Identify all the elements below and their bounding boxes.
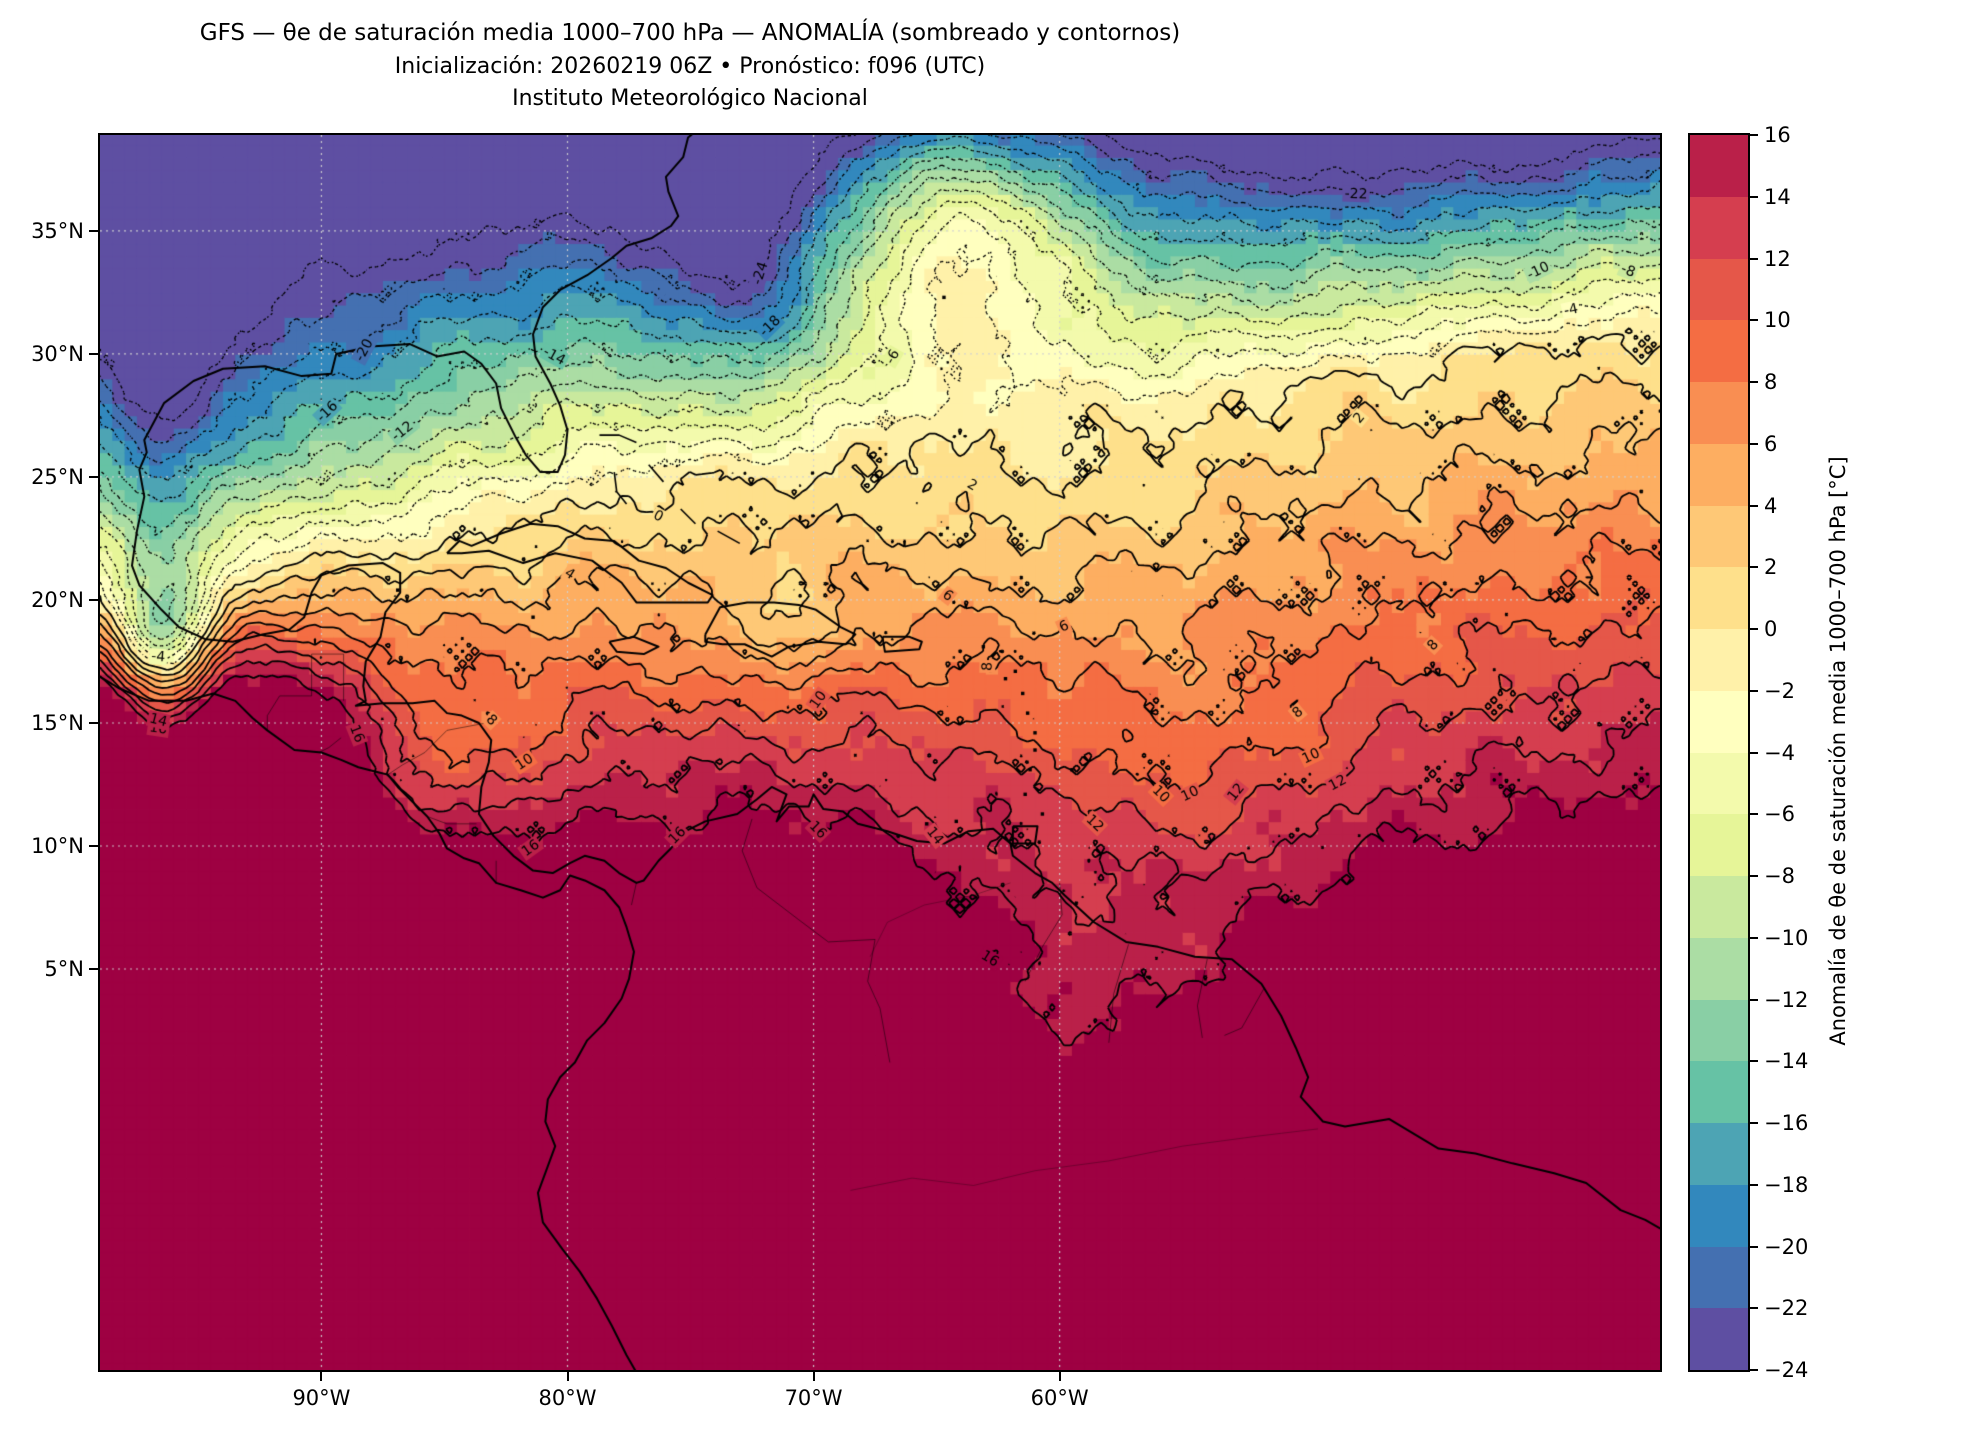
colorbar-tickmark — [1750, 1307, 1758, 1310]
colorbar-tickmark — [1750, 566, 1758, 569]
colorbar-tick-label: −22 — [1764, 1296, 1809, 1321]
colorbar-tickmark — [1750, 689, 1758, 692]
colorbar-tickmark — [1750, 751, 1758, 754]
colorbar-tickmark — [1750, 1245, 1758, 1248]
y-axis-tick-label: 20°N — [31, 587, 84, 612]
colorbar-segment — [1690, 876, 1748, 938]
colorbar-segment — [1690, 1246, 1748, 1309]
chart-subtitle-init: Inicialización: 20260219 06Z • Pronóstic… — [394, 54, 986, 79]
colorbar-segment — [1690, 567, 1748, 629]
colorbar-tick-label: 2 — [1764, 555, 1778, 580]
colorbar-tickmark — [1750, 628, 1758, 630]
colorbar-segment — [1690, 135, 1748, 197]
colorbar-segment — [1690, 814, 1748, 876]
colorbar-segment — [1690, 629, 1748, 691]
colorbar-tick-label: 0 — [1764, 617, 1778, 641]
colorbar-tickmark — [1750, 319, 1758, 322]
colorbar-segment — [1690, 937, 1748, 1000]
colorbar-label: Anomalía de θe de saturación media 1000–… — [1826, 456, 1850, 1046]
colorbar-tick-label: −6 — [1764, 802, 1795, 827]
colorbar-tickmark — [1750, 1060, 1758, 1063]
colorbar-segment — [1690, 1308, 1748, 1370]
x-axis-tickmark — [812, 1372, 815, 1381]
x-axis-tick-label: 90°W — [292, 1386, 351, 1410]
colorbar-tick-label: −8 — [1764, 864, 1795, 888]
colorbar-segments — [1690, 135, 1748, 1370]
colorbar-tick-label: 8 — [1764, 370, 1778, 394]
colorbar-tick-label: −20 — [1764, 1234, 1809, 1259]
colorbar-segment — [1690, 1061, 1748, 1123]
colorbar-tickmark — [1750, 504, 1758, 507]
colorbar-segment — [1690, 690, 1748, 753]
colorbar-tickmark — [1750, 875, 1758, 877]
colorbar-segment — [1690, 752, 1748, 815]
map-canvas — [100, 135, 1660, 1370]
y-axis-tickmark — [89, 598, 98, 601]
colorbar-tickmark — [1750, 936, 1758, 939]
x-axis-tickmark — [1058, 1372, 1061, 1381]
y-axis-tickmark — [89, 967, 98, 970]
colorbar-tickmark — [1750, 1122, 1758, 1124]
colorbar-tick-label: −16 — [1764, 1111, 1809, 1135]
colorbar-segment — [1690, 1184, 1748, 1247]
x-axis-tick-label: 60°W — [1030, 1386, 1089, 1410]
colorbar-tick-label: 16 — [1764, 123, 1791, 147]
y-axis-tickmark — [89, 352, 98, 355]
y-axis-tick-label: 35°N — [31, 218, 84, 243]
colorbar-tick-label: −12 — [1764, 987, 1809, 1012]
colorbar-tickmark — [1750, 998, 1758, 1001]
colorbar-tickmark — [1750, 134, 1758, 136]
colorbar-tickmark — [1750, 1183, 1758, 1186]
colorbar-tick-label: 4 — [1764, 493, 1778, 518]
colorbar-segment — [1690, 1123, 1748, 1185]
colorbar-tick-label: 10 — [1764, 308, 1791, 333]
y-axis-tick-label: 25°N — [31, 464, 84, 489]
colorbar-segment — [1690, 505, 1748, 568]
colorbar-tickmark — [1750, 442, 1758, 445]
colorbar-tick-label: −4 — [1764, 740, 1795, 765]
x-axis-tickmark — [320, 1372, 323, 1381]
x-axis-tick-label: 70°W — [784, 1386, 843, 1410]
colorbar-tick-label: 12 — [1764, 246, 1791, 271]
colorbar-tick-label: −10 — [1764, 925, 1809, 950]
colorbar-tickmark — [1750, 813, 1758, 816]
colorbar-tickmark — [1750, 257, 1758, 260]
y-axis-tickmark — [89, 721, 98, 724]
y-axis-tick-label: 15°N — [31, 710, 84, 735]
colorbar-segment — [1690, 196, 1748, 259]
colorbar-tickmark — [1750, 1369, 1758, 1371]
chart-subtitle-org: Instituto Meteorológico Nacional — [512, 86, 868, 111]
colorbar-tick-label: 14 — [1764, 184, 1791, 209]
y-axis-tick-label: 30°N — [31, 341, 84, 366]
colorbar-tick-label: 6 — [1764, 431, 1778, 456]
y-axis-tick-label: 10°N — [31, 833, 84, 858]
colorbar-segment — [1690, 382, 1748, 444]
colorbar-tickmark — [1750, 195, 1758, 198]
map-plot-area — [98, 133, 1662, 1372]
colorbar-tickmark — [1750, 381, 1758, 383]
colorbar — [1688, 133, 1750, 1372]
y-axis-tickmark — [89, 844, 98, 847]
colorbar-segment — [1690, 320, 1748, 382]
colorbar-tick-label: −24 — [1764, 1358, 1809, 1382]
colorbar-tick-label: −14 — [1764, 1049, 1809, 1074]
y-axis-tickmark — [89, 229, 98, 232]
chart-title: GFS — θe de saturación media 1000–700 hP… — [199, 20, 1181, 46]
x-axis-tick-label: 80°W — [538, 1386, 597, 1410]
colorbar-tick-label: −18 — [1764, 1172, 1809, 1197]
colorbar-tick-label: −2 — [1764, 678, 1795, 703]
colorbar-segment — [1690, 443, 1748, 506]
x-axis-tickmark — [566, 1372, 569, 1381]
colorbar-segment — [1690, 999, 1748, 1062]
colorbar-segment — [1690, 258, 1748, 321]
y-axis-tick-label: 5°N — [44, 956, 84, 981]
y-axis-tickmark — [89, 475, 98, 478]
